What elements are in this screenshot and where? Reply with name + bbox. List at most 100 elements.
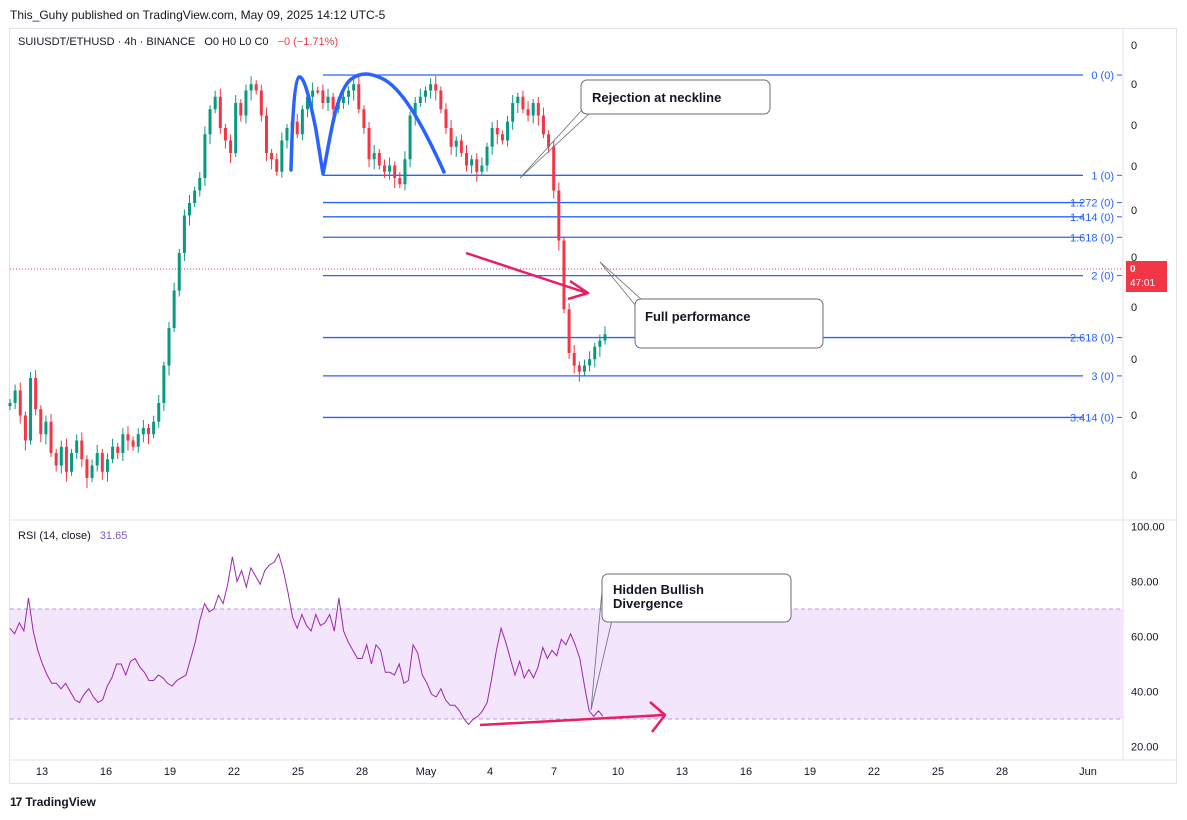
candle-body	[347, 90, 351, 97]
candle-body	[511, 103, 515, 122]
candle-body	[64, 446, 68, 472]
price-change: −0 (−1.71%)	[277, 36, 339, 48]
double-top-pattern[interactable]	[289, 72, 446, 176]
time-tick-label: May	[416, 766, 437, 778]
symbol-legend[interactable]: SUIUSDT/ETHUSD · 4h · BINANCE O0 H0 L0 C…	[18, 36, 338, 48]
candle-body	[198, 178, 202, 191]
candle-body	[285, 128, 289, 141]
callout-full-performance-text: Full performance	[645, 309, 750, 324]
candle-body	[485, 146, 489, 166]
candle-body	[536, 103, 540, 116]
fib-level-label: 0 (0)	[1091, 70, 1114, 82]
last-price-value: 0	[1130, 264, 1136, 275]
callout-rejection[interactable]: Rejection at neckline	[519, 79, 771, 179]
time-axis[interactable]: 13 16 19 22 25 28 May 4 7 10 13 16 19 22 25 28 Jun	[36, 766, 1097, 778]
candle-body	[429, 84, 433, 91]
candle-body	[75, 440, 79, 453]
candle-body	[500, 134, 504, 141]
tradingview-logo-icon: 17	[10, 795, 22, 809]
candle-body	[326, 96, 330, 103]
candle-body	[367, 128, 371, 160]
candle-body	[95, 453, 99, 466]
candle-body	[434, 84, 438, 91]
price-tick-label: 0	[1131, 79, 1137, 91]
candle-body	[562, 240, 566, 310]
candle-body	[13, 390, 17, 403]
candle-body	[470, 159, 474, 166]
price-tick-label: 0	[1131, 354, 1137, 366]
candle-body	[465, 153, 469, 166]
fib-level-label: 3 (0)	[1091, 371, 1114, 383]
candle-body	[598, 340, 602, 347]
candle-body	[588, 359, 592, 366]
candle-body	[506, 121, 510, 141]
tradingview-brand: TradingView	[25, 795, 96, 809]
candle-body	[316, 90, 320, 93]
last-price-badge: 0 47:01	[1126, 261, 1167, 292]
candle-body	[264, 115, 268, 153]
fib-level-label: 1 (0)	[1091, 170, 1114, 182]
candle-body	[572, 353, 576, 366]
candle-body	[603, 334, 607, 341]
candle-body	[408, 115, 412, 160]
candle-body	[403, 159, 407, 185]
time-tick-label: 13	[676, 766, 688, 778]
candle-body	[352, 84, 356, 91]
candle-body	[459, 140, 463, 153]
candle-body	[300, 109, 304, 135]
candle-body	[39, 409, 43, 435]
candle-body	[377, 153, 381, 166]
candle-body	[275, 159, 279, 172]
candle-body	[23, 415, 27, 441]
candle-body	[146, 428, 150, 435]
rsi-uptrend-arrow[interactable]	[479, 701, 667, 733]
time-tick-label: 22	[228, 766, 240, 778]
candle-body	[567, 309, 571, 353]
rsi-legend[interactable]: RSI (14, close) 31.65	[18, 530, 127, 542]
candle-body	[141, 428, 145, 435]
candle-body	[29, 378, 33, 441]
candle-body	[8, 403, 12, 406]
downtrend-arrow[interactable]	[465, 251, 590, 301]
price-tick-label: 0	[1131, 302, 1137, 314]
candle-body	[208, 109, 212, 135]
callout-hidden-bullish-text: Hidden Bullish Divergence	[613, 582, 704, 611]
rsi-series-line	[9, 552, 604, 726]
candle-body	[295, 121, 299, 135]
candle-body	[90, 465, 94, 478]
time-tick-label: 16	[740, 766, 752, 778]
candle-body	[116, 446, 120, 453]
price-tick-label: 0	[1131, 161, 1137, 173]
candle-body	[480, 165, 484, 172]
time-tick-label: Jun	[1079, 766, 1097, 778]
candle-body	[454, 140, 458, 147]
time-tick-label: 4	[487, 766, 493, 778]
candle-body	[321, 90, 325, 103]
callout-full-performance[interactable]: Full performance	[599, 261, 824, 349]
fib-level-label: 2 (0)	[1091, 271, 1114, 283]
candle-body	[223, 128, 227, 141]
candle-body	[152, 421, 156, 435]
tradingview-footer[interactable]: 17 TradingView	[10, 795, 96, 809]
callout-hidden-bullish[interactable]: Hidden Bullish Divergence	[590, 573, 792, 711]
rsi-axis[interactable]: 100.00 80.00 60.00 40.00 20.00	[1131, 522, 1165, 754]
candle-body	[203, 134, 207, 178]
time-tick-label: 7	[551, 766, 557, 778]
candle-body	[172, 290, 176, 328]
time-tick-label: 19	[804, 766, 816, 778]
rsi-tick-label: 80.00	[1131, 577, 1159, 589]
candle-body	[531, 103, 535, 116]
candle-body	[167, 328, 171, 366]
candle-body	[239, 103, 243, 116]
candle-body	[131, 440, 135, 447]
fib-extension[interactable]: 0 (0) 1 (0) 1.272 (0) 1.414 (0) 1.618 (0) 2 (…	[323, 70, 1122, 424]
candle-body	[244, 90, 248, 116]
candle-body	[557, 190, 561, 241]
fib-level-label: 1.414 (0)	[1070, 212, 1114, 224]
candle-body	[413, 103, 417, 116]
rsi-tick-label: 20.00	[1131, 742, 1159, 754]
candle-body	[449, 128, 453, 147]
candle-body	[526, 109, 530, 116]
